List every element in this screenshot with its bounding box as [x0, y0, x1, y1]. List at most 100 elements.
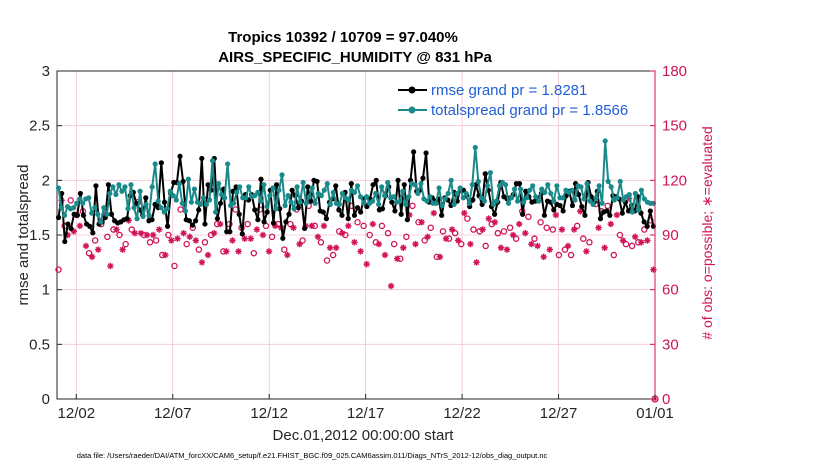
spread-point: [164, 206, 170, 212]
spread-point: [312, 200, 318, 206]
spread-point: [584, 181, 590, 187]
rmse-point: [420, 175, 426, 181]
spread-point: [243, 195, 249, 201]
spread-point: [149, 184, 155, 190]
spread-point: [146, 212, 152, 218]
x-tick-label: 12/07: [154, 405, 192, 422]
spread-point: [143, 201, 149, 207]
y-axis-left-ticks: 0 0.5 1 1.5 2 2.5 3: [29, 63, 62, 408]
spread-point: [391, 194, 397, 200]
obs-possible-point: [177, 206, 184, 213]
obs-evaluated-point: [418, 219, 425, 226]
obs-evaluated-point: [308, 222, 315, 230]
spread-point: [448, 177, 454, 183]
obs-evaluated-point: [503, 246, 511, 253]
spread-point: [403, 201, 409, 207]
obs-evaluated-point: [217, 220, 224, 228]
x-axis-label: Dec.01,2012 00:00:00 start: [273, 427, 455, 444]
rmse-point: [392, 208, 398, 214]
legend-spread-marker: [408, 106, 416, 114]
obs-possible-point: [281, 246, 288, 253]
obs-possible-point: [628, 242, 636, 250]
rmse-point: [354, 205, 361, 211]
spread-point: [345, 197, 352, 203]
obs-evaluated-point: [528, 240, 535, 248]
rmse-point: [196, 207, 202, 213]
obs-evaluated-point: [88, 253, 96, 261]
obs-evaluated-point: [552, 211, 560, 219]
spread-point: [270, 185, 276, 191]
obs-possible-point: [549, 226, 557, 233]
spread-point: [373, 190, 379, 197]
obs-possible-point: [580, 235, 587, 242]
spread-point: [475, 178, 481, 185]
spread-point: [484, 183, 490, 189]
rmse-point: [423, 150, 429, 156]
obs-evaluated-point: [393, 255, 401, 262]
rmse-point: [336, 207, 342, 213]
x-tick-label: 12/27: [540, 405, 578, 422]
rmse-point: [283, 219, 289, 225]
rmse-point: [68, 225, 74, 232]
spread-point: [173, 197, 179, 203]
spread-point: [170, 193, 176, 199]
rmse-point: [370, 182, 376, 188]
rmse-point: [395, 177, 401, 183]
spread-point: [418, 181, 424, 187]
rmse-point: [273, 182, 280, 188]
spread-point: [237, 184, 243, 190]
obs-evaluated-point: [186, 233, 193, 241]
y-tick-label: 1.5: [29, 227, 50, 244]
spread-point: [406, 194, 412, 200]
spread-point: [427, 194, 433, 200]
obs-evaluated-point: [259, 231, 267, 239]
spread-point: [288, 199, 294, 205]
rmse-point: [302, 225, 308, 232]
spread-point: [433, 200, 439, 206]
rmse-point: [199, 155, 205, 162]
rmse-point: [582, 212, 588, 218]
spread-point: [614, 195, 620, 201]
spread-point: [424, 198, 430, 204]
spread-point: [629, 209, 635, 215]
rmse-point: [333, 183, 339, 189]
spread-point: [445, 190, 451, 197]
spread-point: [508, 195, 515, 201]
rmse-point: [227, 229, 233, 235]
obs-evaluated-point: [76, 222, 84, 230]
spread-point: [58, 205, 65, 211]
rmse-point: [482, 171, 488, 177]
obs-evaluated-point: [412, 240, 419, 248]
spread-point: [206, 197, 213, 203]
obs-possible-point: [573, 222, 581, 230]
obs-evaluated-point: [180, 229, 187, 237]
rmse-point: [189, 222, 196, 228]
rmse-point: [523, 188, 529, 194]
obs-evaluated-point: [94, 246, 102, 253]
rmse-point: [158, 160, 164, 166]
spread-point: [493, 198, 500, 204]
obs-evaluated-point: [314, 233, 322, 241]
obs-possible-point: [494, 229, 502, 237]
spread-point: [222, 195, 228, 201]
rmse-point: [149, 217, 155, 223]
legend-rmse-label: rmse grand pr = 1.8281: [431, 82, 587, 99]
obs-possible-point: [250, 249, 258, 257]
rmse-point: [560, 208, 566, 214]
y-tick-label: 3: [42, 63, 50, 80]
spread-point: [442, 196, 448, 202]
obs-possible-point: [500, 228, 508, 235]
spread-point: [632, 190, 638, 197]
spread-point: [376, 201, 382, 207]
spread-point: [626, 191, 632, 198]
rmse-point: [579, 203, 585, 210]
obs-possible-point: [464, 215, 471, 222]
spread-point: [379, 184, 385, 190]
rmse-point: [389, 199, 395, 205]
data-file-footer: data file: /Users/raeder/DAI/ATM_forcXX/…: [77, 451, 548, 460]
obs-possible-point: [543, 224, 550, 231]
obs-evaluated-point: [564, 242, 572, 250]
obs-evaluated-point: [375, 240, 383, 248]
legend-spread-label: totalspread grand pr = 1.8566: [431, 102, 628, 119]
rmse-point: [569, 202, 576, 209]
